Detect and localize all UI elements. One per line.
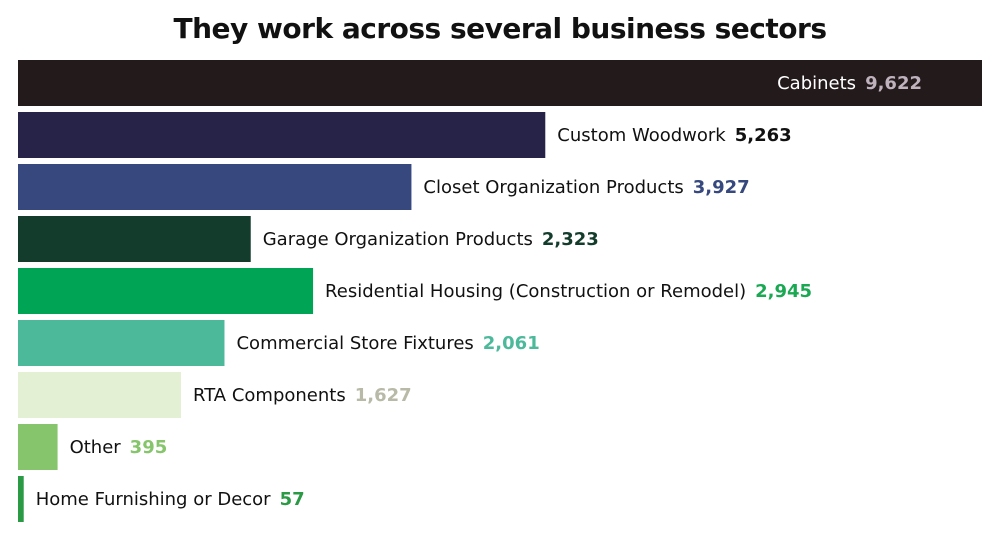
category-label-4: Garage Organization Products [263,229,542,250]
bar-9 [18,476,24,522]
value-label-8: 395 [130,437,168,458]
bar-label-4: Garage Organization Products 2,323 [263,229,599,250]
bar-5 [18,268,314,314]
value-label-5: 2,945 [755,281,812,302]
bar-label-7: RTA Components 1,627 [193,385,412,406]
value-label-4: 2,323 [542,229,599,250]
bar-label-8: Other 395 [70,437,168,458]
bar-3 [18,164,412,210]
bar-8 [18,424,58,470]
category-label-1: Cabinets [777,73,865,94]
bar-label-5: Residential Housing (Construction or Rem… [325,281,812,302]
value-label-9: 57 [280,489,305,510]
bar-7 [18,372,182,418]
bar-6 [18,320,225,366]
value-label-6: 2,061 [483,333,540,354]
category-label-9: Home Furnishing or Decor [36,489,280,510]
bar-label-2: Custom Woodwork 5,263 [557,125,791,146]
bar-label-1: Cabinets 9,622 [777,73,922,94]
category-label-3: Closet Organization Products [423,177,692,198]
bar-4 [18,216,251,262]
category-label-8: Other [70,437,130,458]
chart-title: They work across several business sector… [173,12,827,45]
category-label-6: Commercial Store Fixtures [236,333,482,354]
value-label-7: 1,627 [355,385,412,406]
category-label-5: Residential Housing (Construction or Rem… [325,281,755,302]
bar-label-3: Closet Organization Products 3,927 [423,177,749,198]
bar-1 [18,60,982,106]
bar-label-9: Home Furnishing or Decor 57 [36,489,305,510]
value-label-2: 5,263 [735,125,792,146]
category-label-7: RTA Components [193,385,355,406]
bar-label-6: Commercial Store Fixtures 2,061 [236,333,539,354]
value-label-3: 3,927 [693,177,750,198]
value-label-1: 9,622 [865,73,922,94]
category-label-2: Custom Woodwork [557,125,734,146]
bar-2 [18,112,546,158]
